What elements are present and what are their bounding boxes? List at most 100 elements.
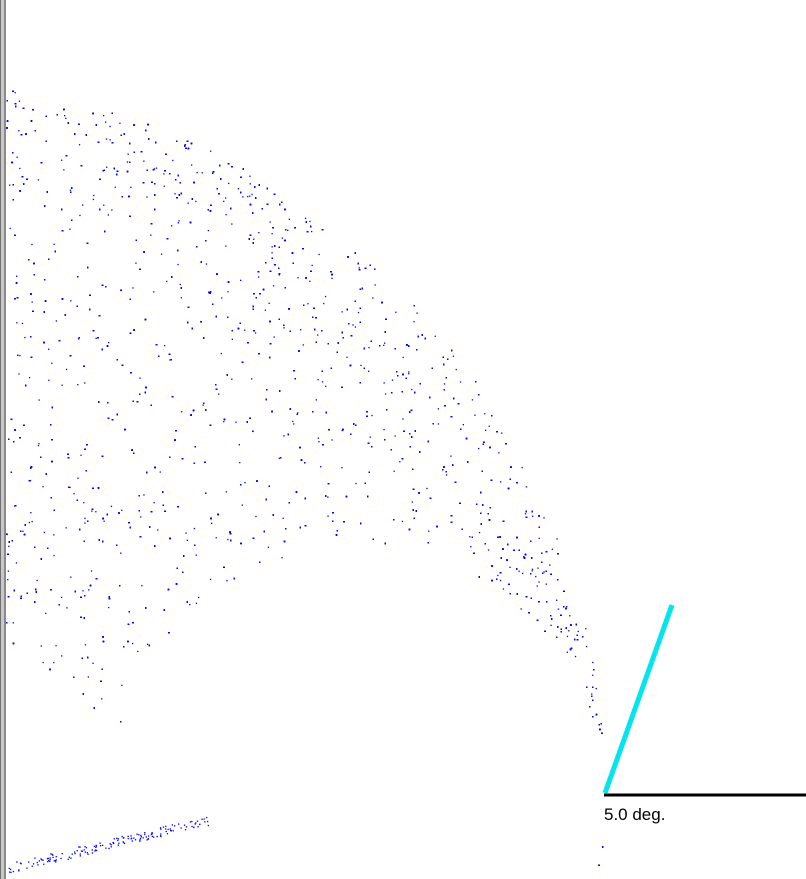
data-point: [537, 567, 539, 569]
data-point: [77, 477, 79, 479]
data-point: [103, 520, 105, 522]
data-point: [105, 121, 107, 123]
data-point: [318, 253, 320, 256]
data-point: [84, 644, 87, 646]
data-point: [221, 297, 223, 299]
data-point: [171, 225, 173, 227]
data-point: [374, 284, 376, 286]
data-point: [77, 384, 79, 386]
data-point: [79, 214, 81, 217]
data-point: [585, 645, 588, 648]
data-point: [42, 486, 44, 488]
data-point: [267, 546, 270, 548]
data-point: [109, 139, 111, 141]
data-point: [53, 243, 55, 245]
data-point: [536, 585, 538, 587]
data-point: [38, 399, 40, 401]
data-point: [368, 370, 370, 372]
data-point: [462, 424, 464, 426]
data-point: [143, 160, 145, 162]
data-point: [311, 264, 313, 267]
data-point: [478, 447, 480, 450]
data-point: [73, 493, 75, 495]
data-point: [163, 185, 165, 187]
data-point: [150, 234, 152, 236]
data-point: [244, 329, 246, 331]
data-point: [437, 423, 440, 425]
data-point: [311, 230, 313, 233]
data-point: [141, 585, 143, 587]
data-point: [258, 276, 260, 278]
data-point: [70, 576, 72, 578]
data-point: [135, 262, 137, 264]
data-point: [357, 311, 360, 314]
data-point: [331, 439, 333, 441]
data-point: [325, 385, 327, 387]
data-point: [317, 334, 319, 336]
data-point: [401, 520, 404, 523]
data-point: [93, 194, 95, 197]
data-point: [531, 570, 533, 572]
data-point: [569, 615, 571, 617]
data-point: [591, 693, 593, 695]
data-point: [177, 263, 179, 266]
data-point: [474, 414, 476, 416]
data-point: [51, 362, 53, 364]
data-point: [358, 267, 360, 269]
data-point: [155, 167, 158, 169]
data-point: [592, 661, 594, 664]
data-point: [202, 404, 204, 406]
data-point: [497, 574, 499, 577]
data-point: [193, 527, 195, 530]
data-point: [341, 429, 343, 432]
data-point: [395, 311, 397, 313]
data-point: [273, 285, 275, 287]
data-point: [42, 661, 44, 664]
data-point: [92, 662, 94, 664]
data-point: [38, 443, 40, 445]
data-point: [522, 572, 524, 575]
data-point: [7, 579, 9, 581]
data-point: [82, 590, 84, 592]
data-point: [273, 336, 275, 338]
data-point: [9, 227, 11, 230]
data-point: [181, 411, 183, 413]
data-point: [253, 238, 255, 240]
data-point: [502, 588, 505, 590]
data-point: [84, 517, 86, 519]
data-point: [146, 643, 149, 645]
data-point: [317, 379, 319, 381]
data-point: [65, 117, 67, 119]
data-point: [209, 578, 212, 581]
data-point: [227, 291, 229, 293]
data-point: [391, 379, 394, 381]
data-point: [566, 635, 569, 638]
data-point: [543, 517, 545, 519]
data-point: [210, 150, 212, 152]
data-point: [371, 414, 373, 417]
data-point: [82, 204, 84, 206]
data-point: [15, 562, 18, 564]
data-point: [179, 283, 181, 286]
data-point: [187, 202, 189, 204]
data-point: [31, 520, 33, 523]
data-point: [292, 420, 294, 423]
data-point: [269, 221, 271, 223]
data-point: [45, 612, 47, 614]
data-point: [223, 421, 225, 423]
data-point: [24, 336, 26, 339]
data-point: [293, 423, 295, 425]
data-point: [18, 373, 20, 375]
data-point: [163, 173, 165, 175]
data-point: [550, 624, 552, 626]
data-point: [30, 512, 32, 514]
data-point: [191, 164, 193, 166]
data-point: [189, 604, 191, 606]
data-point: [108, 341, 110, 344]
data-point: [244, 482, 246, 484]
data-point: [307, 303, 309, 305]
data-point: [254, 332, 257, 334]
data-point: [278, 457, 280, 459]
data-point: [61, 655, 63, 657]
data-point: [538, 537, 540, 539]
